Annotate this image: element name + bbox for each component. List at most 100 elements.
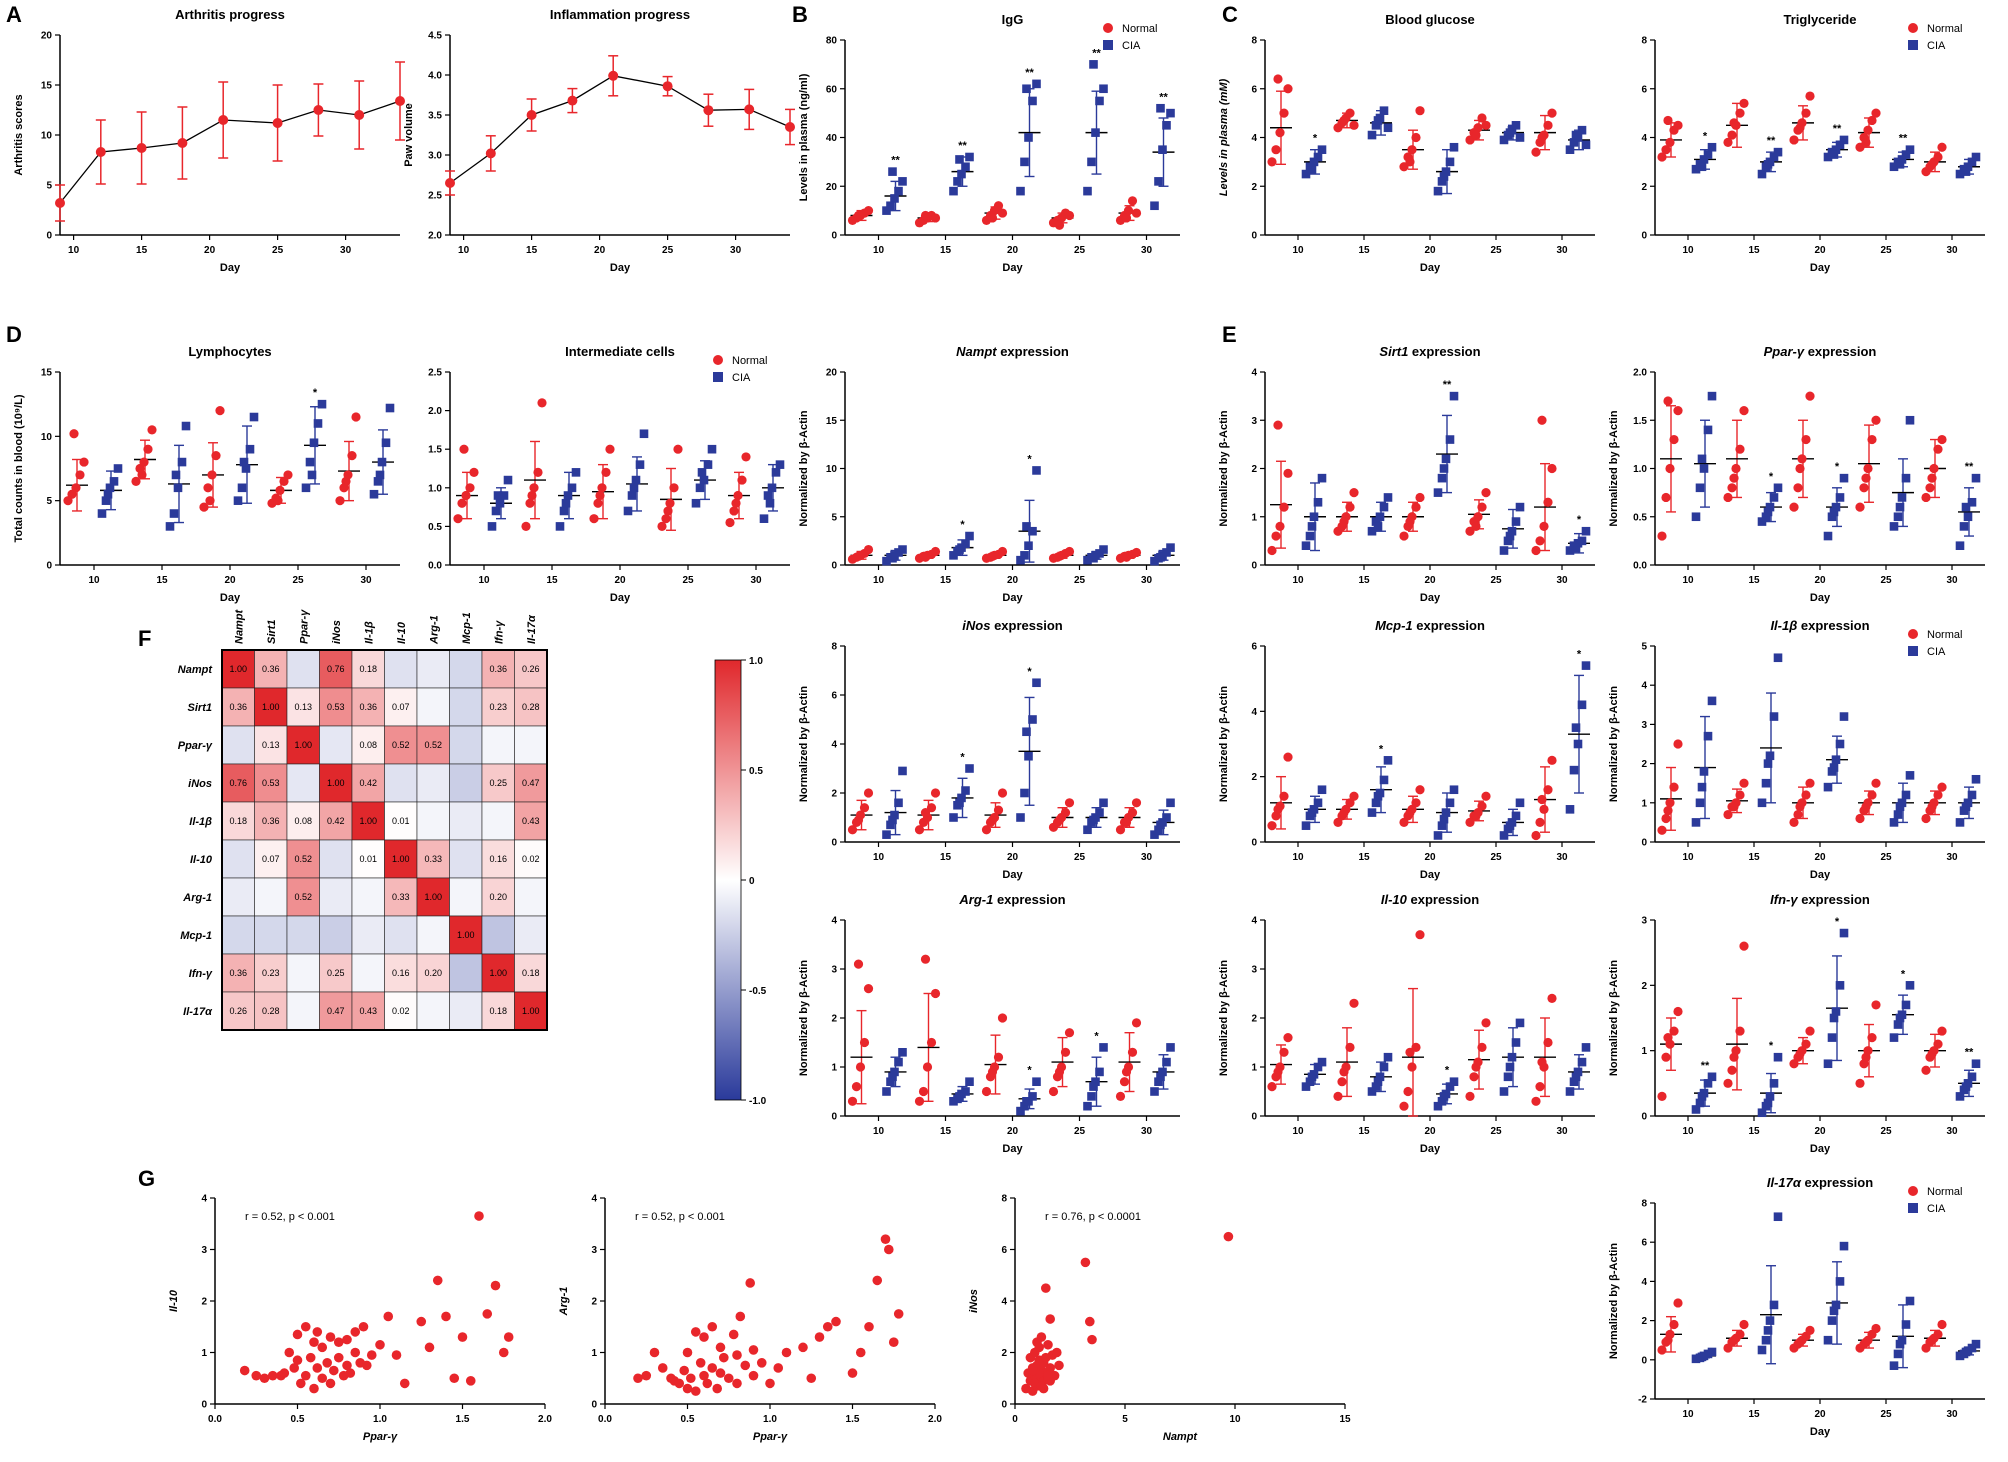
sirt1-normal-point [1405,516,1415,527]
arg1-normal-point [930,988,941,999]
sirt1-cia-point [1505,531,1515,541]
intermediate-legend-normal-label: Normal [732,355,767,367]
mcp1-x-tick-label: 20 [1424,852,1436,863]
inos-cia-point [1162,813,1171,822]
g2-data-point [884,1244,894,1255]
lymphocytes-cia-point [237,483,247,493]
il1b-normal-point [1657,825,1667,835]
g1-data-point [239,1365,250,1376]
lymphocytes-cia-point [177,457,187,467]
arg1-normal-point [1127,1047,1138,1057]
inos-normal-point [1115,825,1126,835]
g3-x-tick-label: 0 [1012,1414,1018,1425]
ppar-cia-point [1831,502,1841,512]
inos-cia-point [961,786,970,795]
nampt-x-tick-label: 15 [940,575,952,586]
il1b-x-label: Day [1810,869,1831,881]
chart-g1: 0 1 2 3 4 0.0 0.5 1.0 1.5 2.0 Ppar-γ Il-10 r = 0.52,… [168,1194,552,1444]
nampt-normal-point [920,552,931,562]
ifng-y-tick-label: 0 [1641,1112,1647,1123]
g2-data-point [781,1347,792,1358]
ppar-y-label: Normalized by β-Actin [1608,410,1620,526]
il10-normal-point [1267,1082,1277,1092]
arthritis-data-point [55,198,65,208]
g3-data-point [1032,1337,1042,1347]
glucose-x-tick-label: 20 [1424,245,1436,256]
intermediate-cia-point [499,491,509,500]
il10-normal-point [1333,1091,1343,1101]
ppar-normal-point [1663,396,1673,406]
g3-data-point [1045,1314,1055,1324]
glucose-normal-point [1279,108,1289,118]
glucose-cia-point [1301,169,1311,179]
il10-x-tick-label: 20 [1424,1126,1436,1137]
inos-cia-point [1028,715,1037,724]
il10-cia-point [1305,1077,1315,1086]
inos-cia-point [949,813,958,822]
chart-arg1: Arg-1 expression 0 1 2 3 4 10 15 20 25 30 Day Normal… [798,892,1180,1155]
glucose-normal-point [1471,130,1481,140]
il10-y-tick-label: 4 [1251,916,1257,927]
g1-data-point [325,1378,336,1389]
ifng-normal-point [1921,1065,1931,1075]
g1-data-point [416,1316,427,1327]
g2-data-point [707,1363,718,1373]
g1-annotation: r = 0.52, p < 0.001 [245,1211,335,1223]
il17a-cia-point [1971,1339,1981,1349]
chart-lymphocytes: Lymphocytes 0 5 10 15 10 15 20 25 30 Day Total coun… [13,344,400,604]
il10-cia-point [1433,1101,1443,1111]
ifng-cia-point [1707,1072,1717,1082]
sirt1-normal-point [1275,521,1285,532]
arthritis-y-tick-label: 20 [41,31,53,42]
g2-y-tick-label: 4 [591,1194,597,1205]
intermediate-cia-point [491,506,501,516]
inflammation-series-line [449,75,791,184]
heatmap-cell-value: 1.00 [359,816,377,826]
heatmap-cell [384,725,418,765]
chart-inflammation: Inflammation progress 2.0 2.5 3.0 3.5 4.0 4.5 1… [403,7,795,274]
arg1-y-tick-label: 0 [831,1112,837,1123]
heatmap-cell [449,763,483,803]
triglyceride-normal-point [1663,115,1673,126]
arg1-cia-point [1022,1097,1031,1106]
triglyceride-cia-point [1889,162,1899,172]
ppar-y-tick-label: 0.0 [1633,561,1647,572]
lymphocytes-x-tick-label: 15 [156,575,168,586]
heatmap-cell [254,649,288,689]
g2-data-point [888,1337,899,1347]
il1b-y-tick-label: 5 [1641,642,1647,653]
mcp1-x-tick-label: 10 [1292,852,1304,863]
heatmap-cell [416,763,450,803]
heatmap-cell [254,763,288,803]
heatmap-row-label: iNos [188,778,212,790]
sirt1-cia-point [1581,526,1591,536]
glucose-cia-point [1441,167,1451,176]
heatmap-cell-value: 0.26 [522,664,540,674]
il1b-cia-point [1757,798,1767,808]
il10-cia-point [1571,1072,1581,1082]
igg-y-tick-label: 80 [826,36,838,47]
arg1-normal-point [918,1086,929,1097]
ifng-normal-point [1871,1000,1881,1010]
inos-y-tick-label: 2 [831,789,837,800]
il17a-cia-point [1823,1335,1833,1345]
heatmap-cell [319,991,353,1031]
g1-data-point [333,1337,344,1347]
heatmap-cell-value: 0.08 [359,740,377,750]
arthritis-y-tick-label: 10 [41,131,53,142]
heatmap-cell [514,649,548,689]
sirt1-cia-point [1441,454,1451,464]
nampt-cia-point [965,531,974,541]
g1-data-point [399,1378,410,1389]
il1b-title: Il-1β expression [1770,618,1869,633]
ifng-cia-point [1697,1092,1707,1101]
igg-x-tick-label: 10 [873,245,885,256]
ppar-normal-point [1871,415,1881,425]
il17a-normal-point [1673,1298,1683,1308]
glucose-x-tick-label: 25 [1490,245,1502,256]
il10-normal-point [1403,1086,1413,1097]
nampt-cia-point [1099,545,1108,554]
heatmap-cell [514,953,548,993]
il1b-normal-point [1855,813,1865,824]
lymphocytes-normal-point [139,457,149,467]
